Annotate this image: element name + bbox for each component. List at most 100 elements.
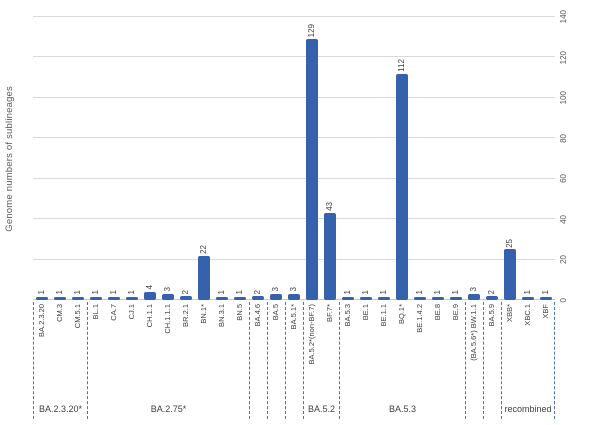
bar-value-label: 1 [523,290,532,295]
group-label: BA.5.2 [307,404,336,414]
group-label: BA.5.3 [388,404,417,414]
bar [306,39,318,300]
bar [378,296,390,300]
bar-slot: 1 [33,17,51,300]
bar-slot: 1 [447,17,465,300]
group-box-ba-5-2: BA.5.2 [303,302,339,419]
gridline [33,56,555,58]
bar-value-label: 1 [91,290,100,295]
group-box-ba-2-75-: BA.2.75* [87,302,249,419]
bar-value-label: 1 [37,290,46,295]
bar [360,296,372,300]
bar-value-label: 3 [163,287,172,292]
bar-slot: 1 [375,17,393,300]
bar-value-label: 43 [325,202,334,212]
bar-slot: 1 [339,17,357,300]
bar-value-label: 3 [289,287,298,292]
bar-value-label: 3 [271,287,280,292]
bar-value-label: 2 [181,289,190,294]
group-box [465,302,483,419]
bar [72,296,84,300]
group-box-ba-2-3-20-: BA.2.3.20* [33,302,87,419]
bar-value-label: 1 [109,290,118,295]
bar-value-label: 1 [217,290,226,295]
bar-slot: 112 [393,17,411,300]
gridline [33,137,555,139]
y-axis: 0 20 40 60 80 100 120 140 [558,10,578,303]
bar-slot: 3 [465,17,483,300]
group-label: recombined [504,404,552,414]
gridline [33,16,555,17]
bar-slot: 1 [123,17,141,300]
bar-value-label: 129 [307,23,316,38]
bar-slot: 2 [177,17,195,300]
y-tick-label: 60 [559,174,568,184]
bar-value-label: 4 [145,285,154,290]
bar-value-label: 1 [55,290,64,295]
bar [486,295,498,300]
bar [198,255,210,300]
bar-slot: 129 [303,17,321,300]
bar-value-label: 1 [415,290,424,295]
gridline [33,258,555,260]
group-box [285,302,303,419]
bar [522,296,534,300]
bar [540,296,552,300]
bar-slot: 2 [249,17,267,300]
bar-slot: 1 [429,17,447,300]
bar-value-label: 2 [487,289,496,294]
group-box [249,302,267,419]
bar [234,296,246,300]
bar-value-label: 1 [127,290,136,295]
bar-slot: 1 [357,17,375,300]
y-tick-label: 80 [559,133,568,143]
y-tick-label: 20 [559,255,568,265]
bar-value-label: 25 [505,238,514,248]
bar-value-label: 1 [379,290,388,295]
group-box-recombined: recombined [501,302,555,419]
y-axis-title: Genome numbers of sublineages [4,85,16,232]
bar-value-label: 1 [235,290,244,295]
group-box [267,302,285,419]
y-tick-label: 0 [559,297,568,303]
bar-value-label: 1 [541,290,550,295]
bar-slot: 1 [411,17,429,300]
bar [36,296,48,300]
bar [324,213,336,300]
bar [162,293,174,300]
bar-slot: 1 [69,17,87,300]
bar-value-label: 112 [397,58,406,72]
bar [216,296,228,300]
bar [252,295,264,300]
bar-value-label: 22 [199,244,208,254]
gridline [33,96,555,98]
bar-slot: 2 [483,17,501,300]
bar-value-label: 1 [451,290,460,295]
bar-value-label: 1 [343,290,352,295]
bar-slot: 1 [105,17,123,300]
bar-slot: 4 [141,17,159,300]
bar-slot: 25 [501,17,519,300]
bar [126,296,138,300]
bar [450,296,462,300]
bar [396,73,408,300]
bar-slot: 1 [231,17,249,300]
y-axis-title-box: Genome numbers of sublineages [2,17,18,300]
bar-slot: 3 [159,17,177,300]
plot-area: 1 1 1 1 1 1 4 3 2 22 1 1 2 3 3 129 43 1 1 1 112 1 1 1 3 2 25 1 1 [33,16,555,300]
bar-slot: 1 [519,17,537,300]
bar-value-label: 2 [253,289,262,294]
group-box-ba-5-3: BA.5.3 [339,302,465,419]
group-label: BA.2.3.20* [38,404,83,414]
bar-slot: 43 [321,17,339,300]
bar-slot: 1 [87,17,105,300]
bar [468,293,480,300]
bar [342,296,354,300]
bar-series: 1 1 1 1 1 1 4 3 2 22 1 1 2 3 3 129 43 1 1 1 112 1 1 1 3 2 25 1 1 [33,17,555,300]
group-label: BA.2.75* [150,404,187,414]
bar-slot: 1 [51,17,69,300]
y-tick-label: 100 [559,91,568,105]
bar [108,296,120,300]
bar-value-label: 1 [433,290,442,295]
